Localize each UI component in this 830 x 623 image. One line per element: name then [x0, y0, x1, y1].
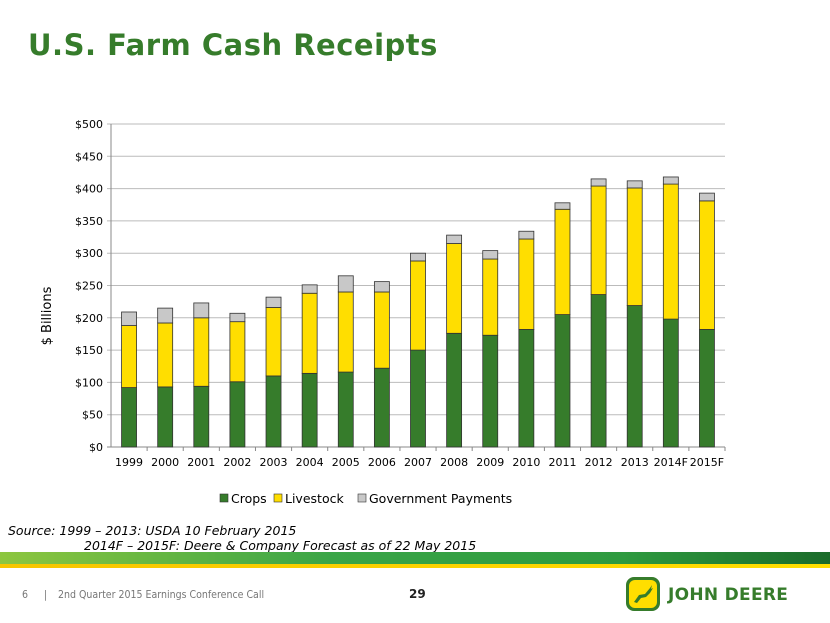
source-line-2: 2014F – 2015F: Deere & Company Forecast … [84, 538, 477, 553]
x-tick-label: 2012 [585, 456, 613, 469]
bar-livestock [229, 321, 246, 383]
bar-crops [229, 381, 246, 448]
bar-government-payments [373, 281, 390, 293]
bar-crops [121, 387, 137, 448]
legend-swatch [273, 493, 283, 503]
bar-livestock [590, 185, 607, 295]
page-number: 29 [409, 587, 426, 601]
bar-livestock [446, 243, 463, 334]
bar-government-payments [157, 307, 174, 324]
legend-swatch [219, 493, 229, 503]
x-tick-label: 2007 [404, 456, 432, 469]
y-axis-label: $ Billions [40, 286, 55, 345]
legend-label: Government Payments [369, 491, 512, 506]
bar-livestock [410, 260, 426, 351]
event-name: 2nd Quarter 2015 Earnings Conference Cal… [58, 589, 265, 601]
x-tick-label: 2014F [654, 456, 688, 469]
bar-crops [626, 305, 643, 448]
bar-crops [337, 371, 354, 448]
page-title: U.S. Farm Cash Receipts [28, 28, 438, 62]
bar-crops [446, 332, 463, 448]
x-tick-label: 2010 [512, 456, 540, 469]
y-tick-label: $350 [75, 215, 103, 228]
bar-government-payments [337, 275, 354, 293]
bar-government-payments [121, 311, 137, 326]
bar-crops [410, 349, 426, 448]
bar-government-payments [626, 180, 643, 189]
y-tick-label: $0 [89, 441, 103, 454]
source-line-1: Source: 1999 – 2013: USDA 10 February 20… [8, 523, 297, 538]
bar-government-payments [265, 296, 282, 308]
bar-livestock [373, 291, 390, 369]
bar-government-payments [590, 178, 607, 187]
bar-crops [699, 329, 715, 448]
bar-livestock [157, 322, 174, 388]
bar-livestock [662, 183, 679, 320]
y-tick-label: $100 [75, 376, 103, 389]
bar-crops [518, 329, 535, 448]
john-deere-deer-logo-icon [626, 577, 660, 611]
bar-government-payments [229, 312, 246, 323]
bar-livestock [518, 238, 535, 330]
footer-separator: | [44, 589, 48, 601]
x-tick-label: 1999 [115, 456, 143, 469]
bar-crops [157, 386, 174, 448]
bar-crops [482, 334, 499, 448]
x-tick-label: 2004 [296, 456, 324, 469]
x-tick-label: 2001 [187, 456, 215, 469]
bar-livestock [554, 208, 571, 315]
bar-government-payments [662, 176, 679, 185]
footer-yellow-band [0, 564, 830, 568]
y-tick-label: $150 [75, 344, 103, 357]
legend-label: Livestock [285, 491, 344, 506]
bar-livestock [265, 307, 282, 377]
x-tick-label: 2011 [548, 456, 576, 469]
bar-livestock [626, 187, 643, 306]
footer-green-band [0, 552, 830, 564]
bar-government-payments [699, 192, 715, 202]
bar-crops [662, 318, 679, 448]
y-tick-label: $250 [75, 280, 103, 293]
bar-livestock [301, 292, 318, 374]
y-tick-label: $300 [75, 247, 103, 260]
x-tick-label: 2002 [223, 456, 251, 469]
x-tick-label: 2009 [476, 456, 504, 469]
bar-government-payments [554, 202, 571, 210]
x-tick-label: 2000 [151, 456, 179, 469]
bar-crops [590, 294, 607, 448]
bar-crops [265, 375, 282, 448]
y-tick-label: $50 [82, 409, 103, 422]
x-tick-label: 2015F [690, 456, 724, 469]
bar-crops [554, 314, 571, 448]
bar-crops [373, 367, 390, 448]
x-tick-label: 2008 [440, 456, 468, 469]
bar-livestock [337, 291, 354, 373]
bar-livestock [121, 325, 137, 388]
legend-swatch [357, 493, 367, 503]
bar-government-payments [446, 234, 463, 244]
y-tick-label: $400 [75, 183, 103, 196]
bar-livestock [482, 258, 499, 336]
legend-label: Crops [231, 491, 267, 506]
y-tick-label: $450 [75, 150, 103, 163]
x-tick-label: 2013 [621, 456, 649, 469]
bar-livestock [193, 317, 210, 387]
bar-government-payments [518, 230, 535, 240]
stacked-bar-chart: $0 $50 $100 $150 $200 $250 $300 $350 $400 $450 $50… [40, 118, 726, 506]
bar-government-payments [410, 252, 426, 262]
bar-crops [193, 385, 210, 448]
x-tick-label: 2006 [368, 456, 396, 469]
slide-number: 6 [22, 589, 29, 601]
john-deere-wordmark: JOHN DEERE [668, 585, 789, 605]
bar-crops [301, 372, 318, 448]
x-tick-label: 2005 [332, 456, 360, 469]
bar-government-payments [193, 302, 210, 319]
bar-government-payments [482, 250, 499, 260]
y-tick-label: $500 [75, 118, 103, 131]
bar-government-payments [301, 284, 318, 294]
bar-livestock [699, 200, 715, 330]
x-tick-label: 2003 [260, 456, 288, 469]
y-tick-label: $200 [75, 312, 103, 325]
